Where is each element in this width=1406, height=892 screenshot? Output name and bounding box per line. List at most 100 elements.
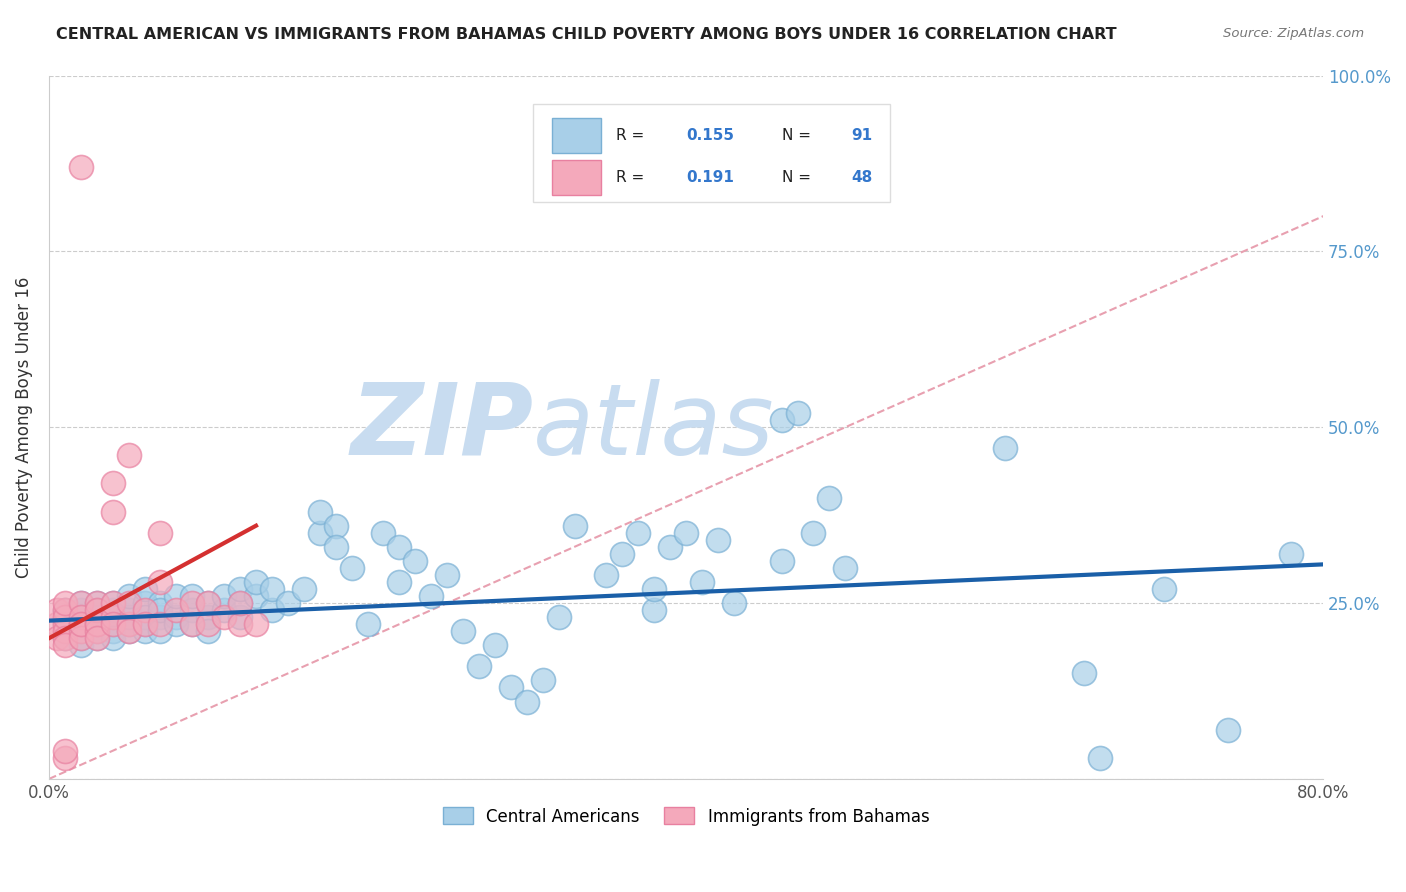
Point (45, 603, 67, 617)
Point (723, 596, 745, 610)
FancyBboxPatch shape (533, 103, 890, 202)
FancyBboxPatch shape (553, 160, 600, 195)
Point (69, 624, 91, 639)
Point (181, 596, 204, 610)
Point (245, 617, 267, 632)
Point (134, 617, 156, 632)
Point (181, 617, 204, 632)
Point (308, 505, 330, 519)
Point (149, 525, 172, 540)
Point (53, 744, 76, 758)
Point (101, 632, 124, 646)
Point (86, 610, 108, 624)
Point (101, 603, 124, 617)
Point (595, 568, 617, 582)
Point (86, 596, 108, 610)
Text: atlas: atlas (533, 379, 775, 475)
Point (325, 518, 347, 533)
Point (547, 610, 569, 624)
Point (229, 582, 252, 596)
Text: Source: ZipAtlas.com: Source: ZipAtlas.com (1223, 27, 1364, 40)
Point (1216, 723, 1239, 737)
Point (86, 617, 108, 632)
Text: 0.191: 0.191 (686, 170, 734, 185)
Point (373, 525, 395, 540)
Point (69, 610, 91, 624)
Text: CENTRAL AMERICAN VS IMMIGRANTS FROM BAHAMAS CHILD POVERTY AMONG BOYS UNDER 16 CO: CENTRAL AMERICAN VS IMMIGRANTS FROM BAHA… (56, 27, 1116, 42)
Point (516, 694, 538, 708)
Point (53, 624, 76, 639)
Point (212, 589, 235, 603)
Point (1153, 582, 1175, 596)
Point (117, 448, 139, 462)
Point (101, 617, 124, 632)
Point (531, 673, 554, 688)
Point (643, 603, 665, 617)
Point (86, 632, 108, 646)
Point (308, 525, 330, 540)
Point (197, 617, 219, 632)
Point (181, 589, 204, 603)
Point (994, 442, 1017, 456)
Point (45, 632, 67, 646)
Point (277, 596, 299, 610)
Point (53, 603, 76, 617)
Text: 48: 48 (852, 170, 873, 185)
Point (690, 574, 713, 589)
Point (356, 617, 378, 632)
Point (101, 610, 124, 624)
Point (86, 624, 108, 639)
Point (69, 596, 91, 610)
Point (149, 610, 172, 624)
Point (149, 574, 172, 589)
Legend: Central Americans, Immigrants from Bahamas: Central Americans, Immigrants from Baham… (434, 799, 938, 834)
Point (86, 624, 108, 639)
Point (117, 617, 139, 632)
Point (229, 596, 252, 610)
Point (149, 617, 172, 632)
Point (53, 617, 76, 632)
Point (659, 540, 682, 554)
Point (117, 610, 139, 624)
Text: R =: R = (616, 170, 650, 185)
Point (86, 596, 108, 610)
Text: N =: N = (782, 170, 815, 185)
Point (165, 603, 187, 617)
Point (499, 681, 522, 695)
Point (245, 589, 267, 603)
Point (229, 610, 252, 624)
Point (53, 617, 76, 632)
Point (53, 751, 76, 765)
Point (1279, 547, 1302, 561)
Point (325, 540, 347, 554)
Point (1088, 751, 1111, 765)
Text: ZIP: ZIP (350, 379, 533, 475)
Point (101, 596, 124, 610)
Point (803, 525, 825, 540)
Point (101, 610, 124, 624)
Point (69, 160, 91, 174)
Point (101, 476, 124, 491)
Point (149, 596, 172, 610)
Point (69, 624, 91, 639)
Point (117, 603, 139, 617)
Point (181, 603, 204, 617)
Point (69, 632, 91, 646)
Point (1073, 666, 1095, 681)
Point (707, 533, 730, 547)
Point (197, 596, 219, 610)
Point (134, 624, 156, 639)
FancyBboxPatch shape (553, 118, 600, 153)
Point (69, 632, 91, 646)
Point (212, 610, 235, 624)
Point (45, 617, 67, 632)
Point (197, 624, 219, 639)
Point (818, 491, 841, 505)
Point (675, 525, 697, 540)
Point (134, 603, 156, 617)
Point (436, 568, 458, 582)
Text: 0.155: 0.155 (686, 128, 734, 143)
Point (117, 624, 139, 639)
Point (388, 574, 411, 589)
Point (86, 603, 108, 617)
